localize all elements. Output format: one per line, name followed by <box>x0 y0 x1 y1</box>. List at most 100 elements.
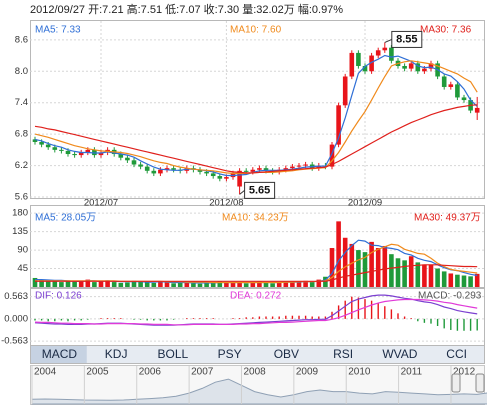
volume-bar <box>270 283 275 287</box>
handle-left[interactable] <box>451 373 461 393</box>
tab[interactable]: WVAD <box>371 346 428 363</box>
volume-bar <box>468 276 473 287</box>
volume-bar <box>461 275 467 287</box>
volume-bar <box>309 282 315 287</box>
x-tick-label: 2005 <box>86 367 109 378</box>
volume-bar <box>184 282 190 287</box>
y-tick-label: 6.8 <box>15 129 28 140</box>
tab-button[interactable] <box>144 346 201 363</box>
volume-bar <box>144 282 150 287</box>
y-tick-label: 45 <box>17 263 28 274</box>
volume-bar <box>45 280 51 287</box>
y-tick-label: 8.0 <box>15 66 28 77</box>
volume-bar <box>415 262 421 287</box>
volume-bar <box>329 248 335 287</box>
max-annotation-box <box>391 30 423 48</box>
tab-button[interactable] <box>428 346 484 363</box>
volume-bar <box>402 260 407 287</box>
max-annotation: 8.55 <box>396 33 417 45</box>
candle-body <box>210 173 216 177</box>
tab-label[interactable]: MACD <box>42 347 78 361</box>
tab-button[interactable] <box>314 346 371 363</box>
x-tick-label: 2009 <box>296 367 319 378</box>
header: 2012/09/27 开:7.21 高:7.51 低:7.07 收:7.30 量… <box>30 2 343 16</box>
candle-body <box>461 97 467 101</box>
candle-body <box>263 168 269 171</box>
candle-body <box>369 55 374 72</box>
tab-button[interactable] <box>31 346 87 363</box>
legend-entry: DEA: 0.272 <box>230 291 282 302</box>
volume-bar <box>250 282 256 287</box>
tab[interactable]: KDJ <box>87 346 144 363</box>
candle-body <box>197 169 203 172</box>
candle-body <box>316 165 322 169</box>
tab-label[interactable]: WVAD <box>382 347 417 361</box>
tab[interactable]: RSI <box>314 346 371 363</box>
tab-label[interactable]: OBV <box>274 347 299 361</box>
volume-bar <box>72 281 77 287</box>
tab-label[interactable]: RSI <box>333 347 353 361</box>
tab-button[interactable] <box>87 346 144 363</box>
volume-bar <box>290 282 295 287</box>
candle-body <box>98 152 104 156</box>
legend-entry: DIF: 0.126 <box>35 291 82 302</box>
volume-bar <box>455 274 460 287</box>
volume-bar <box>257 281 262 287</box>
candle-body <box>342 76 348 106</box>
y-tick-label: -0.563 <box>1 336 28 347</box>
volume-bar <box>105 280 110 287</box>
tab[interactable]: MACD <box>31 346 87 363</box>
candle-body <box>72 154 77 156</box>
volume-bar <box>118 282 124 287</box>
tab-label[interactable]: KDJ <box>105 347 128 361</box>
volume-bar <box>204 282 209 287</box>
handle-right[interactable] <box>475 373 485 393</box>
volume-bar <box>52 281 58 287</box>
tab[interactable]: CCI <box>428 346 484 363</box>
tab[interactable]: OBV <box>258 346 314 363</box>
tab[interactable]: PSY <box>201 346 257 363</box>
volume-bar <box>65 280 71 287</box>
volume-bar <box>422 264 427 287</box>
volume-bar <box>283 281 289 287</box>
ma-line <box>34 298 478 326</box>
tab-button[interactable] <box>371 346 428 363</box>
tab-label[interactable]: CCI <box>446 347 467 361</box>
candle-body <box>474 107 480 113</box>
tab-label[interactable]: PSY <box>218 347 242 361</box>
candle-body <box>131 160 137 165</box>
candle-body <box>422 68 427 72</box>
candle-body <box>389 47 394 61</box>
candle-body <box>138 164 143 167</box>
candle-body <box>428 63 434 69</box>
tab-label[interactable]: BOLL <box>158 347 189 361</box>
volume-bar <box>237 282 242 287</box>
y-tick-label: 90 <box>17 245 28 256</box>
candle-body <box>151 170 157 174</box>
candle-body <box>158 169 163 174</box>
candle-body <box>303 164 308 166</box>
candle-body <box>329 144 335 167</box>
tab-button[interactable] <box>201 346 257 363</box>
candle-body <box>237 170 242 187</box>
x-tick-label: 2004 <box>34 367 57 378</box>
tab-button[interactable] <box>258 346 314 363</box>
volume-bar <box>389 254 394 287</box>
volume-bar <box>276 282 282 287</box>
min-annotation-pointer <box>239 189 245 195</box>
ma-line <box>35 264 478 282</box>
legend-entry: MA5: 28.05万 <box>35 213 96 224</box>
tab[interactable]: BOLL <box>144 346 201 363</box>
candle-body <box>290 166 295 169</box>
volume-bar <box>111 282 117 287</box>
volume-bar <box>362 252 368 287</box>
x-tick-label: 2007 <box>191 367 214 378</box>
volume-bar <box>151 282 157 287</box>
candle-body <box>39 141 44 145</box>
candle-body <box>382 47 388 51</box>
candle-body <box>78 152 84 156</box>
y-tick-label: 8.6 <box>15 34 28 45</box>
candle-body <box>224 177 229 179</box>
volume-bar <box>408 256 414 287</box>
